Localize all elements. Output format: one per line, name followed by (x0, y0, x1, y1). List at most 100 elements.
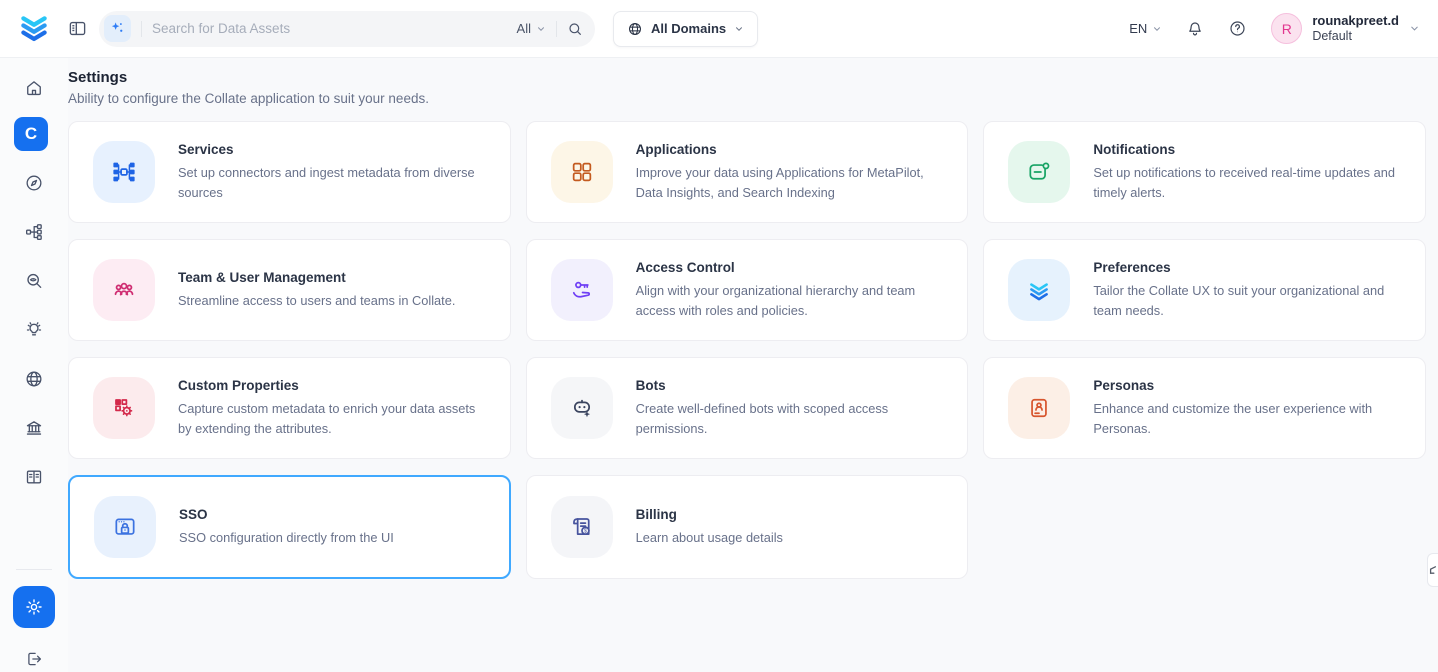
sidebar-item-glossary[interactable] (14, 457, 54, 497)
magnifier-eye-icon (24, 271, 44, 291)
all-domains-button[interactable]: All Domains (613, 10, 759, 47)
page-title: Settings (68, 69, 128, 86)
chevron-down-icon (1411, 26, 1418, 31)
sidebar-item-insights[interactable] (14, 310, 54, 350)
collate-app-icon: C (24, 124, 38, 143)
globe-icon (24, 369, 44, 389)
card-title: Billing (635, 506, 677, 522)
help-icon[interactable] (1228, 19, 1247, 38)
card-title: Preferences (1093, 259, 1171, 275)
home-icon (24, 78, 44, 98)
browser-lock-icon (94, 496, 156, 558)
sidebar-item-metapilot[interactable]: C (14, 117, 48, 151)
language-label: EN (1129, 21, 1148, 36)
card-description: Tailor the Collate UX to suit your organ… (1093, 282, 1385, 318)
ai-sparkle-icon[interactable] (104, 15, 131, 42)
search-scope-dropdown[interactable]: All (517, 21, 546, 36)
card-description: SSO configuration directly from the UI (179, 529, 394, 545)
sidebar-item-explore[interactable] (14, 163, 54, 203)
collate-layers-icon (1008, 259, 1071, 321)
chevron-down-icon (538, 26, 544, 31)
card-title: Custom Properties (178, 377, 299, 393)
settings-card-team-user-management[interactable]: Team & User Management Streamline access … (68, 239, 511, 341)
user-team: Default (1312, 28, 1352, 43)
divider (141, 20, 142, 37)
card-title: SSO (179, 506, 208, 522)
card-title: Notifications (1093, 141, 1176, 157)
page-subtitle: Ability to configure the Collate applica… (68, 91, 429, 106)
bank-icon (24, 418, 44, 438)
search-input[interactable] (152, 21, 517, 36)
search-scope-label: All (516, 21, 531, 36)
key-hand-icon (550, 259, 613, 321)
notifications-bell-icon[interactable] (1186, 20, 1204, 38)
services-network-icon (93, 141, 155, 203)
main-content: Settings Ability to configure the Collat… (68, 58, 1432, 579)
feedback-edge-tab[interactable] (1427, 553, 1438, 587)
team-users-icon (93, 259, 155, 321)
divider (16, 569, 52, 570)
card-description: Align with your organizational hierarchy… (635, 282, 916, 318)
card-description: Improve your data using Applications for… (635, 164, 924, 200)
collate-logo[interactable] (0, 12, 68, 46)
settings-nav-button[interactable] (13, 586, 55, 628)
grid-gear-icon (93, 377, 155, 439)
settings-card-preferences[interactable]: Preferences Tailor the Collate UX to suit… (983, 239, 1426, 341)
sidebar-item-domains[interactable] (14, 359, 54, 399)
globe-icon (629, 22, 641, 35)
sidebar-toggle-icon[interactable] (68, 19, 87, 38)
topbar: All All Domains EN (0, 0, 1438, 58)
chevron-down-icon (736, 26, 743, 31)
language-dropdown[interactable]: EN (1129, 21, 1162, 36)
search-icon[interactable] (567, 21, 583, 37)
avatar[interactable]: R (1271, 13, 1303, 44)
card-title: Personas (1093, 377, 1155, 393)
sidebar-item-observability[interactable] (14, 261, 54, 301)
compass-icon (24, 173, 44, 193)
card-description: Streamline access to users and teams in … (178, 292, 456, 308)
card-description: Enhance and customize the user experienc… (1093, 400, 1373, 436)
settings-card-billing[interactable]: $ Billing Learn about usage details (525, 475, 969, 579)
card-description: Set up notifications to received real-ti… (1093, 164, 1395, 200)
card-title: Applications (635, 141, 717, 157)
settings-card-bots[interactable]: Bots Create well-defined bots with scoped… (525, 357, 969, 459)
settings-card-services[interactable]: Services Set up connectors and ingest met… (68, 121, 511, 223)
card-title: Team & User Management (178, 269, 346, 285)
settings-card-applications[interactable]: Applications Improve your data using Appl… (525, 121, 969, 223)
settings-card-access-control[interactable]: Access Control Align with your organizati… (525, 239, 969, 341)
user-name: rounakpreet.d (1312, 12, 1399, 28)
settings-card-notifications[interactable]: Notifications Set up notifications to rec… (983, 121, 1426, 223)
flow-icon (24, 222, 44, 242)
persona-card-icon (1008, 377, 1071, 439)
card-title: Access Control (635, 259, 735, 275)
svg-text:$: $ (584, 528, 587, 534)
divider (556, 20, 557, 37)
sidebar-item-govern[interactable] (14, 408, 54, 448)
all-domains-label: All Domains (651, 21, 727, 36)
settings-card-custom-properties[interactable]: Custom Properties Capture custom metadata… (68, 357, 511, 459)
user-menu[interactable]: R rounakpreet.d Default (1271, 13, 1420, 45)
settings-card-personas[interactable]: Personas Enhance and customize the user e… (983, 357, 1426, 459)
notifications-chat-icon (1008, 141, 1071, 203)
sidebar-item-lineage[interactable] (14, 212, 54, 252)
card-description: Create well-defined bots with scoped acc… (635, 400, 889, 436)
logout-icon[interactable] (25, 650, 43, 668)
applications-grid-icon (550, 141, 613, 203)
left-sidebar: C (0, 58, 68, 672)
card-description: Capture custom metadata to enrich your d… (178, 400, 476, 436)
card-description: Learn about usage details (635, 529, 783, 545)
gear-icon (26, 599, 42, 615)
card-description: Set up connectors and ingest metadata fr… (178, 164, 475, 200)
chevron-down-icon (1154, 26, 1161, 31)
settings-cards-grid: Services Set up connectors and ingest met… (68, 121, 1432, 579)
book-icon (24, 467, 44, 487)
bot-icon (550, 377, 613, 439)
sidebar-item-home[interactable] (14, 68, 54, 108)
card-title: Services (178, 141, 234, 157)
global-search-bar[interactable]: All (99, 10, 595, 47)
billing-receipt-icon: $ (550, 496, 613, 558)
settings-card-sso[interactable]: SSO SSO configuration directly from the U… (68, 475, 511, 579)
card-title: Bots (635, 377, 666, 393)
feedback-icon (1429, 566, 1437, 574)
lightbulb-icon (24, 320, 44, 340)
